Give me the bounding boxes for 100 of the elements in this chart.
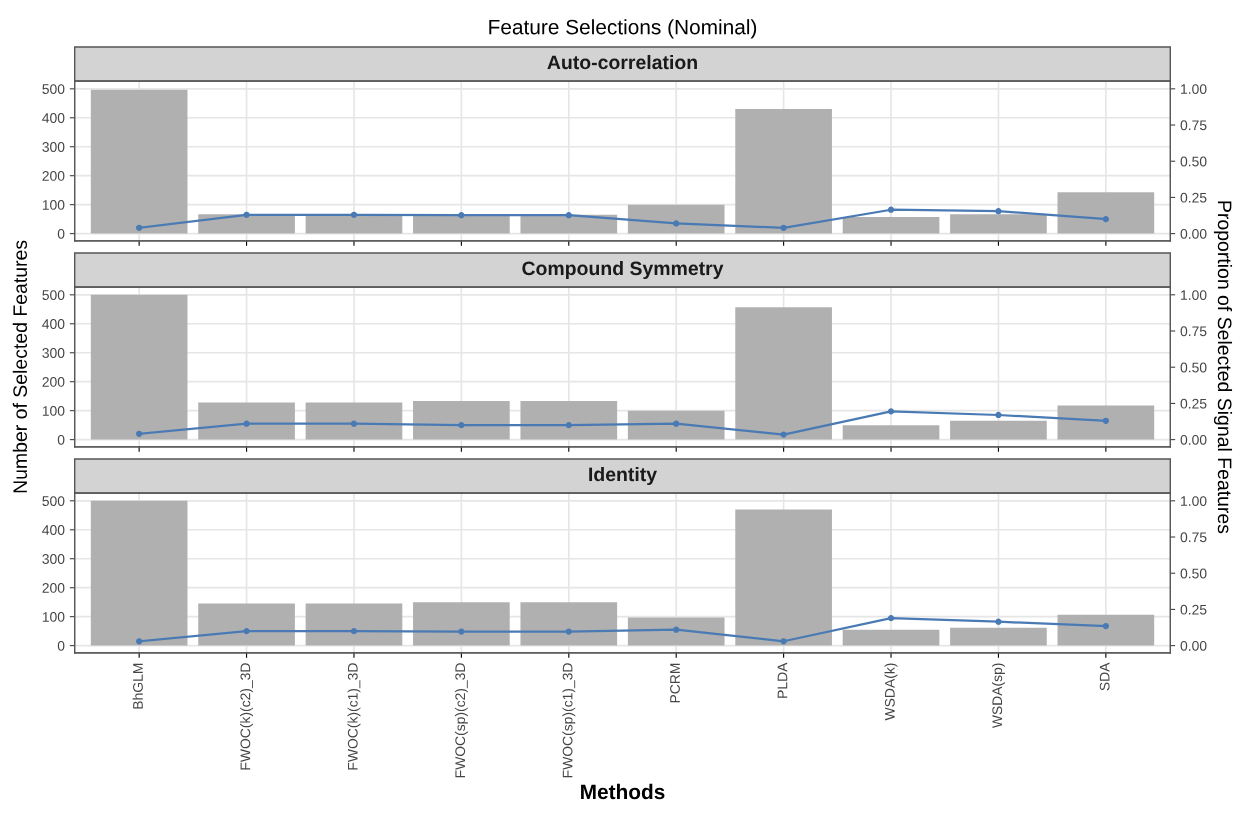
point (136, 224, 143, 231)
point (887, 206, 895, 213)
bar (950, 420, 1047, 440)
point (350, 420, 358, 427)
bar (413, 602, 510, 646)
x-tick-label: BhGLM (132, 663, 143, 709)
point (458, 628, 465, 635)
y2-tick-label: 0.00 (1180, 640, 1207, 651)
bar (305, 603, 403, 646)
point (565, 628, 572, 635)
point (887, 408, 895, 415)
y-tick-label: 0 (57, 228, 65, 239)
y2-tick-label: 0.25 (1180, 604, 1207, 615)
bar (842, 629, 940, 646)
y2-tick-label: 0.50 (1180, 568, 1207, 579)
bar (1057, 192, 1155, 234)
point (350, 628, 358, 635)
bar (735, 307, 832, 440)
x-axis-title: Methods (581, 783, 665, 800)
chart-title: Compound Symmetry (522, 260, 724, 280)
point (780, 638, 787, 645)
bar (90, 294, 188, 440)
y2-axis-title: Proportion of Selected Signal Features (1213, 201, 1233, 534)
bar (842, 425, 940, 440)
bar (627, 410, 725, 440)
point (780, 431, 787, 438)
x-tick-label: WSDA(sp) (991, 663, 1005, 729)
bar (90, 500, 188, 646)
point (458, 212, 465, 219)
y2-tick-label: 0.75 (1180, 120, 1207, 131)
y-tick-label: 300 (42, 348, 65, 358)
point (995, 208, 1002, 215)
y-tick-label: 0 (57, 434, 65, 445)
y-tick-label: 200 (42, 583, 65, 593)
point (136, 638, 143, 645)
y2-tick-label: 1.00 (1181, 496, 1207, 506)
chart-title: Auto-correlation (547, 54, 697, 70)
y-tick-label: 500 (42, 290, 65, 300)
point (1102, 216, 1109, 223)
point (243, 211, 250, 218)
bar (1057, 614, 1155, 646)
y-tick-label: 100 (42, 405, 65, 416)
bar (90, 89, 188, 234)
bar (735, 509, 832, 646)
bar (520, 602, 618, 646)
y2-tick-label: 0.75 (1180, 532, 1207, 543)
bar (627, 617, 725, 646)
point (995, 411, 1002, 419)
y2-tick-label: 0.25 (1180, 398, 1207, 409)
y-tick-label: 0 (57, 640, 65, 651)
y-tick-label: 100 (42, 611, 65, 622)
bar (520, 214, 618, 234)
bar (950, 627, 1047, 646)
bar (198, 402, 295, 440)
y2-tick-label: 1.00 (1181, 290, 1207, 300)
x-tick-label: PLDA (777, 662, 788, 698)
bar (305, 214, 403, 234)
point (350, 211, 358, 218)
bar (305, 402, 403, 440)
point (1102, 622, 1109, 630)
chart-title: Identity (589, 466, 657, 486)
y2-tick-label: 0.25 (1180, 192, 1207, 203)
bar (842, 217, 940, 234)
y-tick-label: 500 (42, 84, 65, 94)
y-tick-label: 100 (42, 199, 65, 210)
y-tick-label: 200 (42, 171, 65, 181)
bar (627, 204, 725, 234)
y-tick-label: 400 (42, 525, 65, 535)
y2-tick-label: 0.50 (1180, 362, 1207, 373)
point (887, 614, 895, 622)
point (995, 618, 1002, 625)
point (458, 422, 465, 429)
y-tick-label: 400 (42, 319, 65, 329)
x-tick-label: FWOC(sp)(c1)_3D (562, 663, 576, 778)
point (780, 224, 787, 231)
bar (1057, 405, 1155, 440)
y2-tick-label: 0.00 (1180, 228, 1207, 239)
x-tick-label: FWOC(sp)(c2)_3D (454, 663, 468, 778)
bar (950, 214, 1047, 234)
bar (198, 603, 295, 646)
y-tick-label: 300 (42, 554, 65, 564)
y2-tick-label: 0.00 (1180, 434, 1207, 445)
point (565, 212, 572, 219)
x-tick-label: FWOC(k)(c2)_3D (240, 663, 254, 770)
point (673, 626, 680, 633)
point (243, 628, 250, 635)
bar (413, 401, 510, 440)
x-tick-label: WSDA(k) (884, 663, 898, 721)
point (243, 420, 250, 427)
bar (735, 109, 832, 234)
y2-tick-label: 0.50 (1180, 156, 1207, 167)
point (136, 430, 143, 437)
y-tick-label: 500 (42, 496, 65, 506)
x-tick-label: SDA (1099, 662, 1110, 691)
y-tick-label: 300 (42, 142, 65, 152)
y-axis-title: Number of Selected Features (12, 240, 28, 493)
bar (520, 401, 618, 440)
y2-tick-label: 0.75 (1180, 326, 1207, 337)
x-tick-label: FWOC(k)(c1)_3D (347, 663, 361, 770)
point (1102, 417, 1109, 424)
